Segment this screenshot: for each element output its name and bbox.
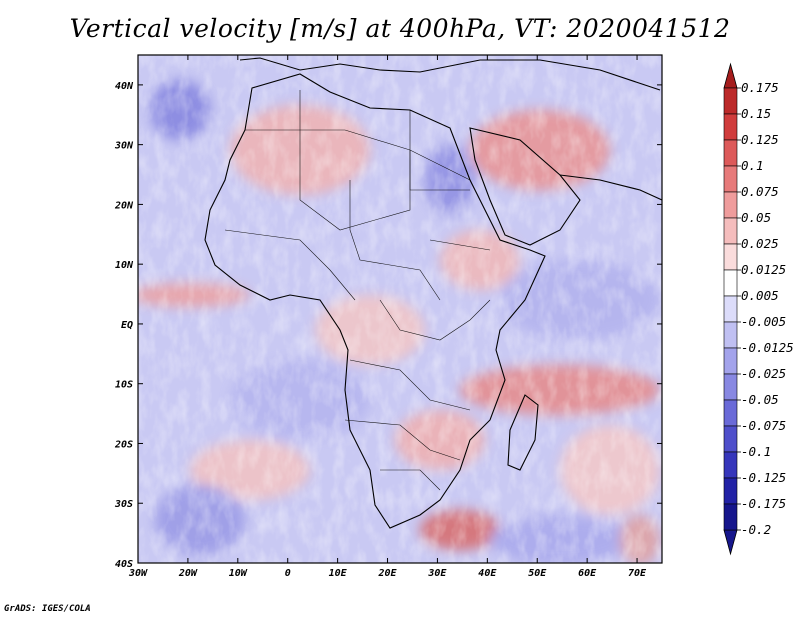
colorbar-label: 0.175 xyxy=(741,80,779,95)
colorbar-label: -0.075 xyxy=(741,418,786,433)
colorbar-swatch xyxy=(723,321,738,349)
lat-tick-label: 10S xyxy=(115,380,133,391)
colorbar-swatch xyxy=(723,347,738,375)
colorbar-swatch xyxy=(723,373,738,401)
colorbar-label: -0.05 xyxy=(741,392,779,407)
colorbar-label: 0.15 xyxy=(741,106,771,121)
colorbar-label: -0.125 xyxy=(741,470,786,485)
colorbar-label: 0.1 xyxy=(741,158,764,173)
lon-tick-label: 0 xyxy=(285,568,291,579)
map-title: Vertical velocity [m/s] at 400hPa, VT: 2… xyxy=(69,14,731,43)
latitude-axis: 40N 30N 20N 10N EQ 10S 20S 30S 40S xyxy=(114,81,662,570)
colorbar-swatch xyxy=(723,165,738,193)
colorbar-swatch xyxy=(723,139,738,167)
colorbar-swatch xyxy=(723,477,738,505)
colorbar-swatch xyxy=(723,269,738,297)
lon-tick-label: 10W xyxy=(229,568,248,579)
lon-tick-label: 30E xyxy=(427,568,447,579)
colorbar-label: 0.125 xyxy=(741,132,779,147)
colorbar-label: 0.05 xyxy=(741,210,771,225)
colorbar-swatch xyxy=(723,295,738,323)
lon-tick-label: 20E xyxy=(377,568,397,579)
lon-tick-label: 50E xyxy=(528,568,547,579)
lon-tick-label: 30W xyxy=(128,568,148,579)
colorbar-label: -0.1 xyxy=(741,444,771,459)
lat-tick-label: 10N xyxy=(115,260,134,271)
lat-tick-label: 20N xyxy=(114,200,134,211)
lat-tick-label: EQ xyxy=(121,320,133,331)
country-borders xyxy=(224,90,491,491)
colorbar: 0.175 0.15 0.125 0.1 0.075 0.05 0.025 0.0125 0.0… xyxy=(723,62,794,556)
colorbar-swatch xyxy=(723,191,738,219)
colorbar-swatch xyxy=(723,217,738,245)
colorbar-swatch xyxy=(723,503,738,531)
velocity-field xyxy=(138,55,662,563)
colorbar-label: -0.175 xyxy=(741,496,786,511)
longitude-axis: 30W 20W 10W 0 10E 20E 30E 40E 50E 60E 70E xyxy=(128,55,647,579)
plot-frame xyxy=(137,54,663,564)
colorbar-bottom-arrow xyxy=(723,529,738,556)
coastlines xyxy=(204,57,662,529)
colorbar-swatch xyxy=(723,451,738,479)
lat-tick-label: 40S xyxy=(115,559,133,570)
lon-tick-label: 60E xyxy=(578,568,597,579)
colorbar-label: -0.0125 xyxy=(741,340,794,355)
colorbar-label: 0.005 xyxy=(741,288,779,303)
lat-tick-label: 30S xyxy=(114,499,133,510)
lat-tick-label: 20S xyxy=(114,439,133,450)
colorbar-label: 0.0125 xyxy=(741,262,786,277)
colorbar-swatch xyxy=(723,87,738,115)
colorbar-label: -0.005 xyxy=(741,314,786,329)
colorbar-label: 0.025 xyxy=(741,236,779,251)
lon-tick-label: 20W xyxy=(178,568,198,579)
lon-tick-label: 40E xyxy=(478,568,497,579)
colorbar-swatch xyxy=(723,399,738,427)
colorbar-label: 0.075 xyxy=(741,184,779,199)
lon-tick-label: 70E xyxy=(628,568,647,579)
colorbar-label: -0.025 xyxy=(741,366,786,381)
colorbar-label: -0.2 xyxy=(741,522,771,537)
colorbar-swatch xyxy=(723,243,738,271)
lat-tick-label: 40N xyxy=(115,81,134,92)
lon-tick-label: 10E xyxy=(329,568,348,579)
colorbar-swatch xyxy=(723,425,738,453)
colorbar-swatch xyxy=(723,113,738,141)
lat-tick-label: 30N xyxy=(114,141,134,152)
grads-credit: GrADS: IGES/COLA xyxy=(4,604,91,614)
colorbar-top-arrow xyxy=(723,62,738,89)
